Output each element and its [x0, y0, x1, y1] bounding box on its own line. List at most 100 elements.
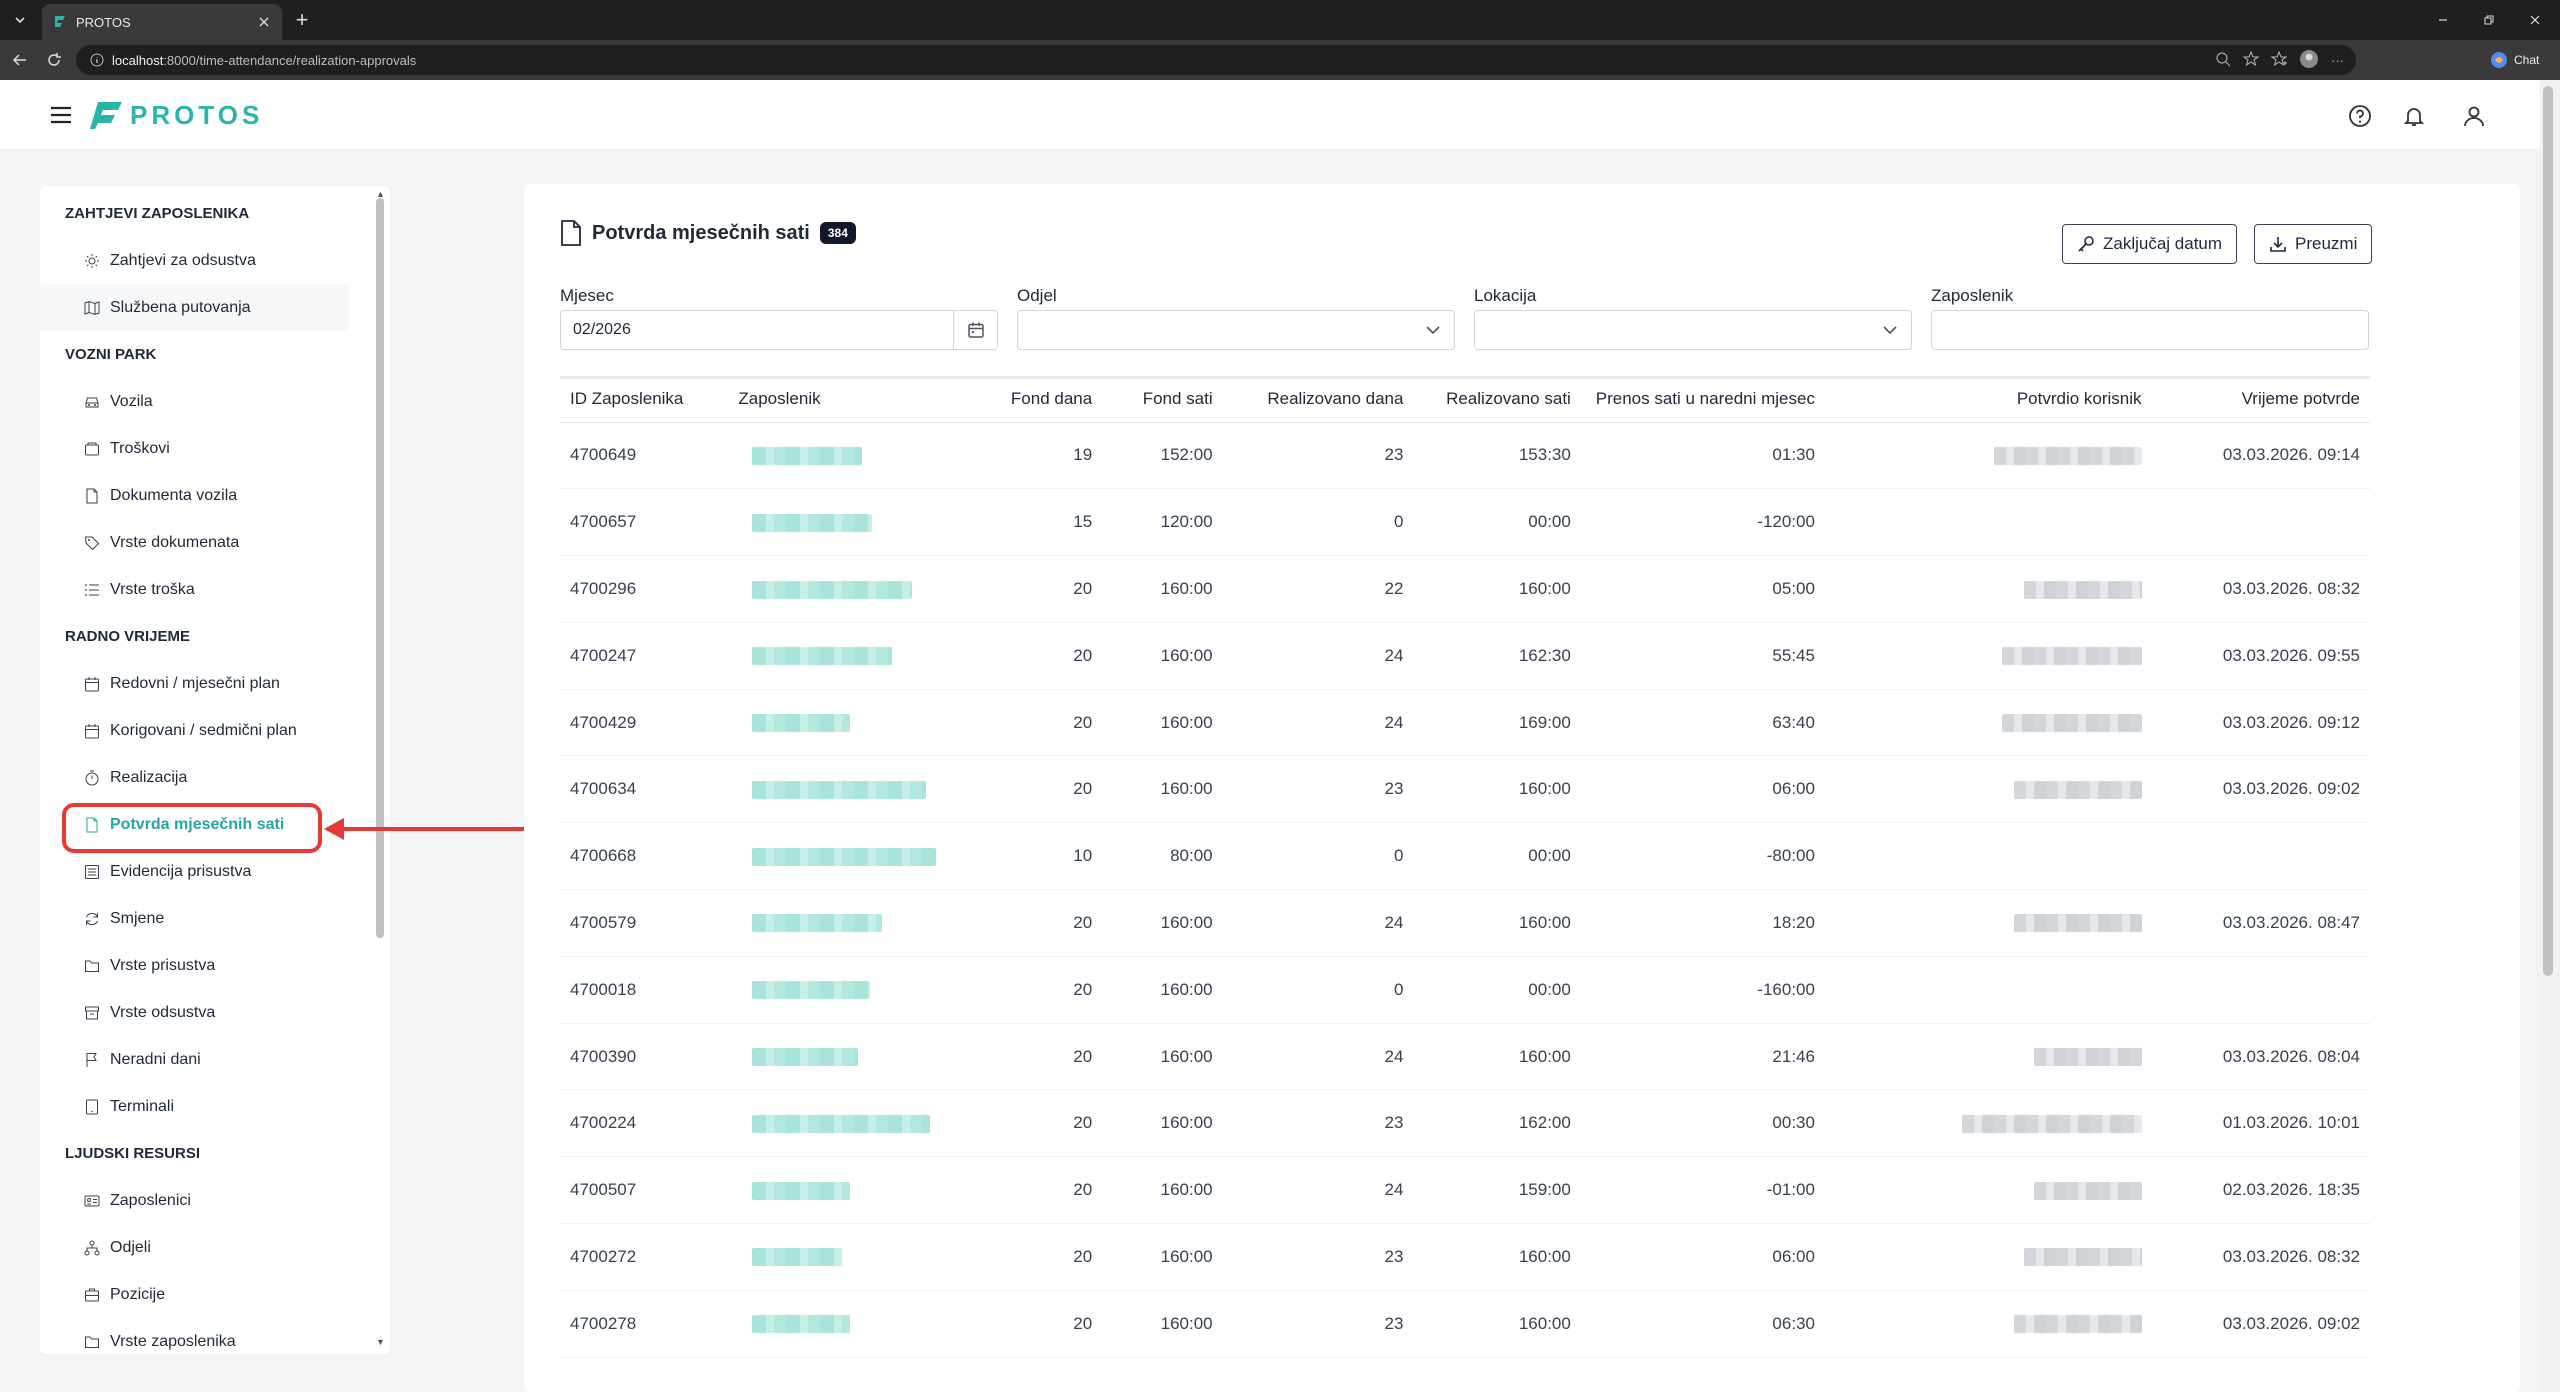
hamburger-menu-icon[interactable] [48, 102, 74, 128]
protos-logo[interactable]: PROTOS [90, 98, 263, 132]
info-icon[interactable] [90, 53, 104, 67]
sidebar-item-vrste-zaposlenika[interactable]: Vrste zaposlenika [40, 1318, 390, 1354]
minimize-icon[interactable] [2428, 8, 2458, 32]
reload-icon[interactable] [42, 48, 66, 72]
sidebar-item-label: Terminali [110, 1097, 175, 1115]
location-select[interactable] [1474, 310, 1912, 350]
employee-name-cell [728, 1290, 999, 1358]
table-row[interactable]: 4700278 20 160:00 23 160:00 06:30 03.03.2026. … [560, 1290, 2370, 1358]
favorites-icon[interactable] [2270, 50, 2288, 70]
copilot-chat-button[interactable]: Chat [2490, 48, 2539, 72]
confirmation-time-cell: 03.03.2026. 09:55 [2151, 622, 2370, 690]
table-header-row: ID Zaposlenika Zaposlenik Fond dana Fond… [560, 376, 2370, 423]
sidebar-item-dokumenta-vozila[interactable]: Dokumenta vozila [40, 472, 390, 519]
sidebar-item-vrste-dokumenata[interactable]: Vrste dokumenata [40, 519, 390, 566]
sidebar-item-terminali[interactable]: Terminali [40, 1083, 390, 1130]
download-button[interactable]: Preuzmi [2254, 224, 2373, 264]
back-arrow-icon[interactable] [8, 48, 32, 72]
profile-avatar-icon[interactable] [2299, 49, 2319, 72]
sidebar-item-troskovi[interactable]: Troškovi [40, 425, 390, 472]
sidebar-item-neradni-dani[interactable]: Neradni dani [40, 1036, 390, 1083]
help-icon[interactable] [2346, 102, 2374, 130]
sidebar-scroll-down-icon[interactable]: ▼ [376, 1337, 385, 1347]
sidebar-item-label: Dokumenta vozila [110, 486, 238, 504]
sidebar-item-evidencija-prisustva[interactable]: Evidencija prisustva [40, 848, 390, 895]
sidebar-item-pozicije[interactable]: Pozicije [40, 1271, 390, 1318]
more-menu-icon[interactable]: ··· [2331, 52, 2344, 68]
sidebar-item-zaposlenici[interactable]: Zaposlenici [40, 1177, 390, 1224]
table-row[interactable]: 4700668 10 80:00 0 00:00 -80:00 [560, 822, 2370, 891]
url-path: :8000/time-attendance/realization-approv… [163, 52, 417, 68]
sidebar-item-vozila[interactable]: Vozila [40, 378, 390, 425]
page-scrollbar[interactable] [2543, 86, 2553, 976]
table-row[interactable]: 4700507 20 160:00 24 159:00 -01:00 02.03.2026.… [560, 1156, 2370, 1225]
sidebar-item-odjeli[interactable]: Odjeli [40, 1224, 390, 1271]
column-header[interactable]: Realizovano dana [1222, 376, 1414, 423]
lock-date-button[interactable]: Zaključaj datum [2062, 224, 2238, 264]
sidebar-item-sluzbena-putovanja[interactable]: Službena putovanja [40, 284, 350, 331]
table-row[interactable]: 4700247 20 160:00 24 162:30 55:45 03.03.2026. … [560, 622, 2370, 690]
zoom-icon[interactable] [2215, 51, 2231, 70]
column-header[interactable]: Zaposlenik [728, 376, 999, 423]
redacted-confirming-user [2033, 1048, 2142, 1067]
close-tab-icon[interactable] [256, 14, 272, 30]
table-row[interactable]: 4700657 15 120:00 0 00:00 -120:00 [560, 488, 2370, 557]
table-row[interactable]: 4700018 20 160:00 0 00:00 -160:00 [560, 956, 2370, 1024]
sidebar-item-vrste-troska[interactable]: Vrste troška [40, 566, 390, 613]
sidebar-scrollbar[interactable] [376, 198, 384, 938]
confirmation-time-cell: 03.03.2026. 08:32 [2151, 555, 2370, 623]
restore-icon[interactable] [2474, 8, 2504, 32]
month-input[interactable]: 02/2026 [560, 310, 998, 350]
sidebar-item-korigovani-plan[interactable]: Korigovani / sedmični plan [40, 707, 390, 754]
employee-id-cell: 4700390 [560, 1023, 729, 1091]
table-row[interactable]: 4700579 20 160:00 24 160:00 18:20 03.03.2026. … [560, 889, 2370, 957]
column-header[interactable]: Fond sati [1102, 376, 1223, 423]
carryover-hours-cell: -80:00 [1580, 822, 1825, 891]
employee-id-cell: 4700247 [560, 622, 729, 690]
sidebar-scroll-up-icon[interactable]: ▲ [376, 189, 385, 199]
column-header[interactable]: Fond dana [998, 376, 1103, 423]
calendar-icon[interactable] [953, 311, 997, 349]
star-icon[interactable] [2242, 50, 2260, 70]
redacted-confirming-user [2023, 580, 2142, 599]
table-row[interactable]: 4700224 20 160:00 23 162:00 00:30 01.03.2026. … [560, 1089, 2370, 1158]
sidebar-item-label: Vozila [110, 392, 153, 410]
column-header[interactable]: Vrijeme potvrde [2151, 376, 2370, 423]
column-header[interactable]: Realizovano sati [1413, 376, 1581, 423]
sidebar-item-vrste-odsustva[interactable]: Vrste odsustva [40, 989, 390, 1036]
table-row[interactable]: 4700272 20 160:00 23 160:00 06:00 03.03.2026. … [560, 1223, 2370, 1291]
department-select[interactable] [1017, 310, 1455, 350]
sidebar-item-redovni-plan[interactable]: Redovni / mjesečni plan [40, 660, 390, 707]
redacted-employee-name [752, 580, 913, 599]
realized-hours-cell: 159:00 [1413, 1156, 1581, 1225]
table-row[interactable]: 4700649 19 152:00 23 153:30 01:30 03.03.2026. … [560, 422, 2370, 490]
column-header[interactable]: Potvrdio korisnik [1824, 376, 2152, 423]
table-row[interactable]: 4700296 20 160:00 22 160:00 05:00 03.03.2026. … [560, 555, 2370, 623]
org-chart-icon [82, 1238, 102, 1258]
employee-input[interactable] [1931, 310, 2369, 350]
fund-days-cell: 20 [998, 956, 1103, 1024]
column-header[interactable]: ID Zaposlenika [560, 376, 729, 423]
sidebar-item-zahtjevi-za-odsustva[interactable]: Zahtjevi za odsustva [40, 237, 390, 284]
employee-name-cell [728, 622, 999, 690]
folder-icon [82, 1332, 102, 1352]
table-row[interactable]: 4700390 20 160:00 24 160:00 21:46 03.03.2026. … [560, 1023, 2370, 1091]
table-row[interactable]: 4700634 20 160:00 23 160:00 06:00 03.03.2026. … [560, 755, 2370, 824]
bell-icon[interactable] [2400, 102, 2428, 130]
carryover-hours-cell: 55:45 [1580, 622, 1825, 690]
sidebar-section-title: ZAHTJEVI ZAPOSLENIKA [65, 205, 250, 222]
sidebar-item-label: Realizacija [110, 768, 188, 786]
sidebar-item-smjene[interactable]: Smjene [40, 895, 390, 942]
sidebar-item-realizacija[interactable]: Realizacija [40, 754, 390, 801]
tab-list-chevron-icon[interactable] [6, 6, 34, 34]
column-header[interactable]: Prenos sati u naredni mjesec [1580, 376, 1825, 423]
table-row[interactable]: 4700429 20 160:00 24 169:00 63:40 03.03.2026. … [560, 689, 2370, 757]
browser-tab[interactable]: PROTOS [42, 4, 282, 40]
confirmation-time-cell [2151, 822, 2370, 891]
new-tab-plus-icon[interactable]: + [295, 7, 309, 32]
url-input[interactable]: localhost:8000/time-attendance/realizati… [76, 45, 2356, 75]
sidebar-item-vrste-prisustva[interactable]: Vrste prisustva [40, 942, 390, 989]
user-icon[interactable] [2460, 102, 2488, 130]
sidebar-item-potvrda-mjesecnih-sati[interactable]: Potvrda mjesečnih sati [40, 801, 390, 853]
close-window-icon[interactable] [2520, 8, 2550, 32]
